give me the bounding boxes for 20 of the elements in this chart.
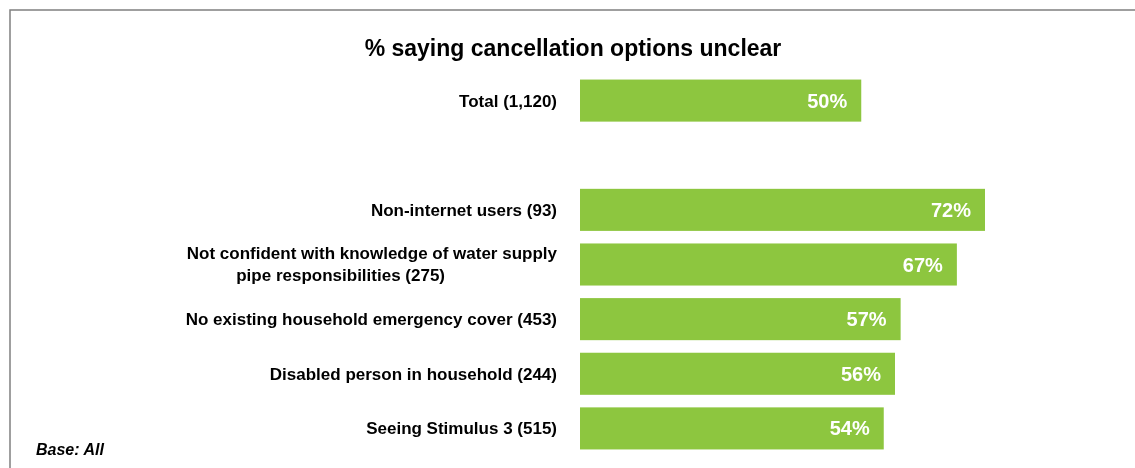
data-label: 57% — [846, 308, 887, 331]
y-tick-label: Seeing Stimulus 3 (515) — [366, 419, 557, 439]
data-label: 50% — [807, 89, 848, 112]
y-tick-label: Non-internet users (93) — [370, 200, 557, 220]
y-tick-label: Total (1,120) — [459, 91, 557, 111]
bar — [580, 407, 884, 450]
data-label: 56% — [840, 362, 882, 385]
y-tick-label: Not confident with knowledge of water supply pipe responsibilities (275) — [186, 244, 558, 286]
chart-title: % saying cancellation options unclear — [364, 35, 782, 61]
y-tick-label: No existing household emergency cover (453) — [185, 310, 557, 330]
data-label: 67% — [902, 253, 944, 276]
data-label: 54% — [829, 417, 870, 440]
text: Base: All — [36, 441, 105, 458]
bar — [580, 79, 862, 122]
y-tick-label: Disabled person in household (244) — [269, 364, 557, 384]
bar — [580, 188, 985, 231]
bar — [580, 298, 901, 341]
bar — [580, 352, 895, 395]
data-label: 72% — [930, 198, 972, 221]
bar — [580, 243, 957, 286]
